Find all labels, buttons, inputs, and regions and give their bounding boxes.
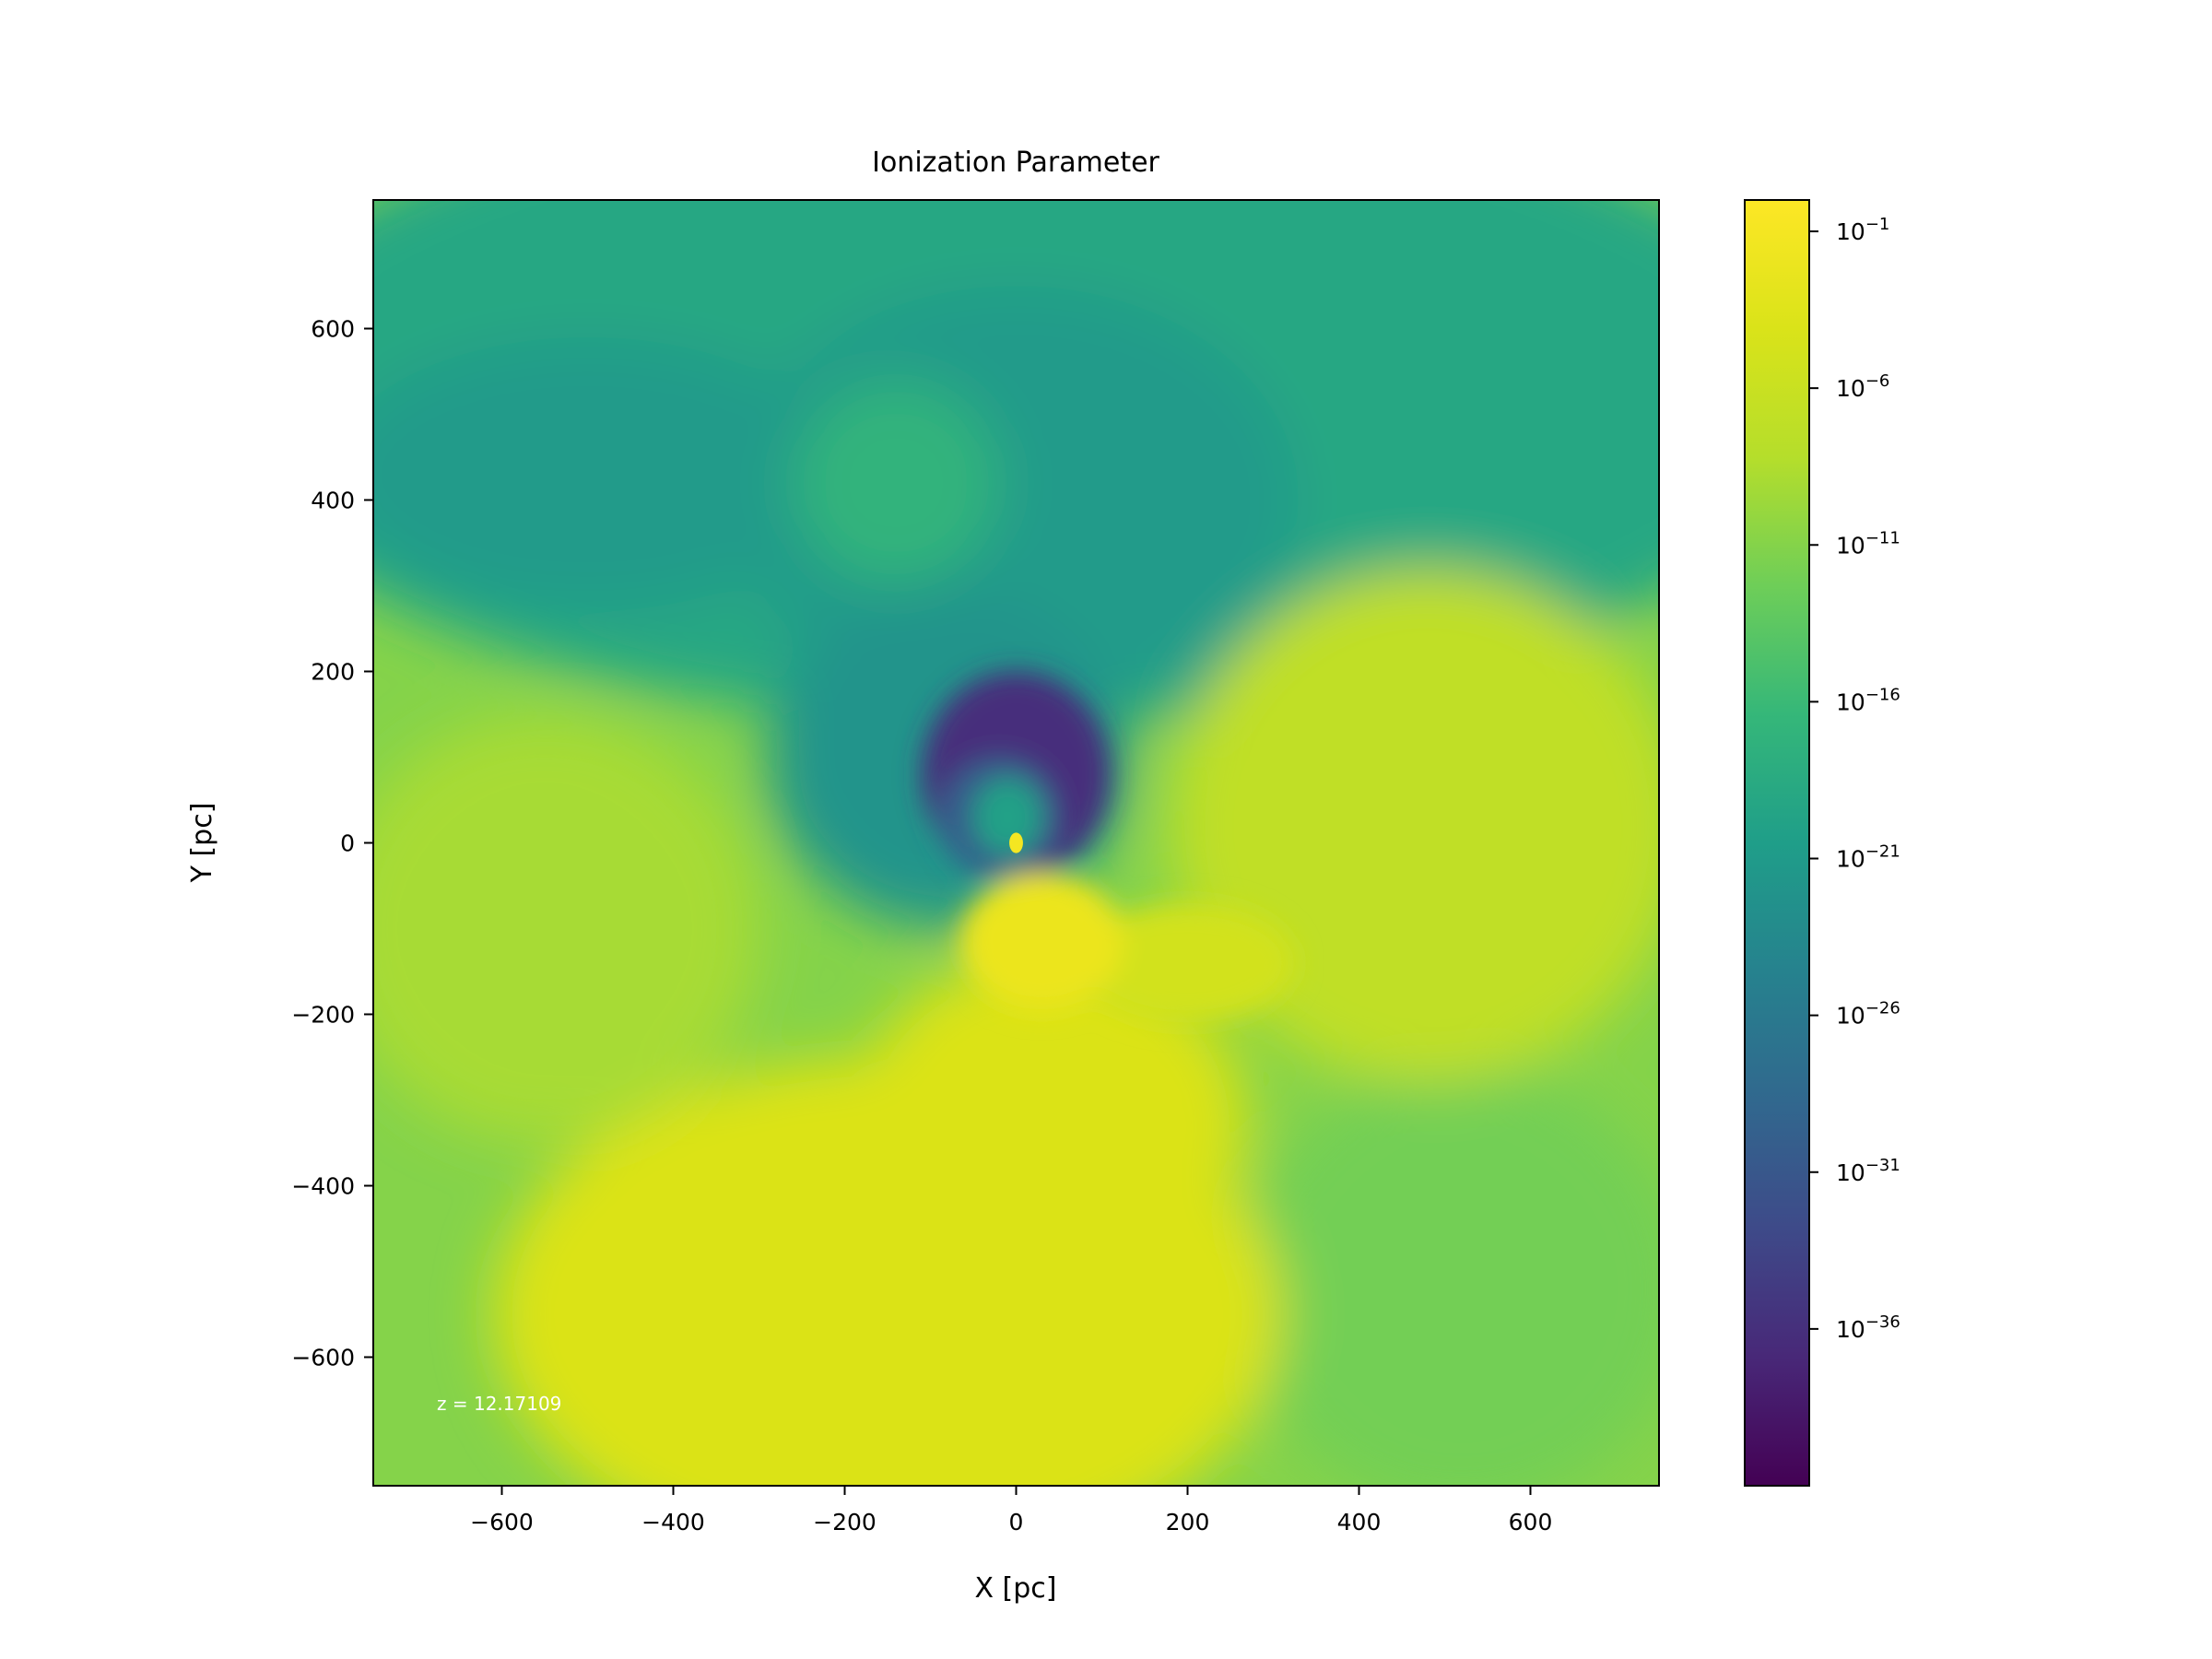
heatmap-core-cluster: [973, 778, 1042, 856]
heatmap-northern-bubble: [793, 380, 999, 586]
heatmap-core: [1009, 832, 1023, 853]
y-tick-label: 200: [311, 659, 355, 686]
heatmap-right-lobe: [1080, 902, 1295, 1023]
y-axis: −600 −400 −200 0 200 400 600: [291, 316, 373, 1371]
heatmap-bright-lobe: [960, 873, 1124, 1010]
y-tick-label: −400: [291, 1173, 355, 1200]
colorbar-tick-label: 10−31: [1836, 1156, 1900, 1186]
colorbar-tick-label: 10−26: [1836, 999, 1900, 1030]
colorbar-tick-label: 10−21: [1836, 842, 1900, 873]
x-tick-label: 400: [1337, 1509, 1382, 1535]
y-tick-label: −600: [291, 1345, 355, 1371]
x-tick-label: −400: [641, 1509, 705, 1535]
colorbar-ticks: 10−1 10−6 10−11 10−16 10−21 10−26 10−31 10−36: [1809, 215, 1900, 1343]
y-axis-label: Y [pc]: [186, 803, 218, 884]
x-tick-label: −200: [813, 1509, 877, 1535]
colorbar-tick-label: 10−6: [1836, 371, 1889, 402]
y-tick-label: 0: [340, 830, 355, 857]
chart-title: Ionization Parameter: [872, 147, 1159, 179]
heatmap-image: [373, 200, 1659, 1486]
heatmap-lower-right-region: [1239, 1065, 1659, 1486]
colorbar: [1744, 199, 1810, 1487]
heatmap-upper-left-region: [373, 336, 845, 612]
colorbar-tick-label: 10−16: [1836, 685, 1900, 715]
heatmap-central-structure: [922, 671, 1295, 1023]
x-axis: −600 −400 −200 0 200 400 600: [470, 1486, 1552, 1535]
y-tick-label: −200: [291, 1002, 355, 1029]
colorbar-tick-label: 10−1: [1836, 215, 1889, 245]
x-tick-label: 200: [1166, 1509, 1210, 1535]
heatmap-left-mid: [373, 714, 759, 1143]
colorbar-tick-label: 10−11: [1836, 528, 1900, 559]
x-tick-label: −600: [470, 1509, 534, 1535]
y-tick-label: 400: [311, 488, 355, 514]
colorbar-tick-label: 10−36: [1836, 1312, 1900, 1343]
x-tick-label: 600: [1509, 1509, 1553, 1535]
redshift-annotation: z = 12.17109: [437, 1393, 561, 1415]
x-axis-label: X [pc]: [974, 1572, 1056, 1605]
heatmap-south-plume-2: [853, 954, 1248, 1298]
x-tick-label: 0: [1009, 1509, 1024, 1535]
y-tick-label: 600: [311, 316, 355, 343]
